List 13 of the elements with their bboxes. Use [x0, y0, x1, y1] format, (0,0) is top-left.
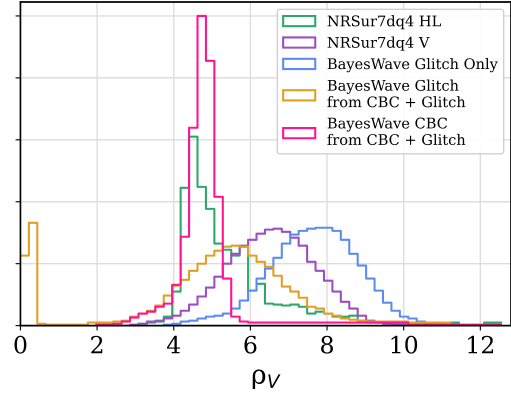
x-tick-label: 2 — [91, 336, 102, 354]
x-tick-label: 6 — [244, 336, 256, 354]
legend-label: BayesWave CBC from CBC + Glitch — [327, 118, 466, 146]
x-tick-label: 8 — [321, 336, 333, 354]
x-tick-label: 10 — [392, 336, 418, 354]
legend-label: NRSur7dq4 HL — [328, 15, 441, 30]
x-tick-label: 12 — [468, 336, 494, 354]
x-tick-label: 0 — [14, 336, 26, 354]
legend-label: BayesWave Glitch from CBC + Glitch — [327, 80, 466, 108]
x-axis-title: ρ$_{V}$ — [252, 369, 281, 390]
legend-label: BayesWave Glitch Only — [328, 58, 498, 72]
legend-label: NRSur7dq4 V — [328, 36, 430, 51]
x-tick-label: 4 — [166, 336, 180, 354]
